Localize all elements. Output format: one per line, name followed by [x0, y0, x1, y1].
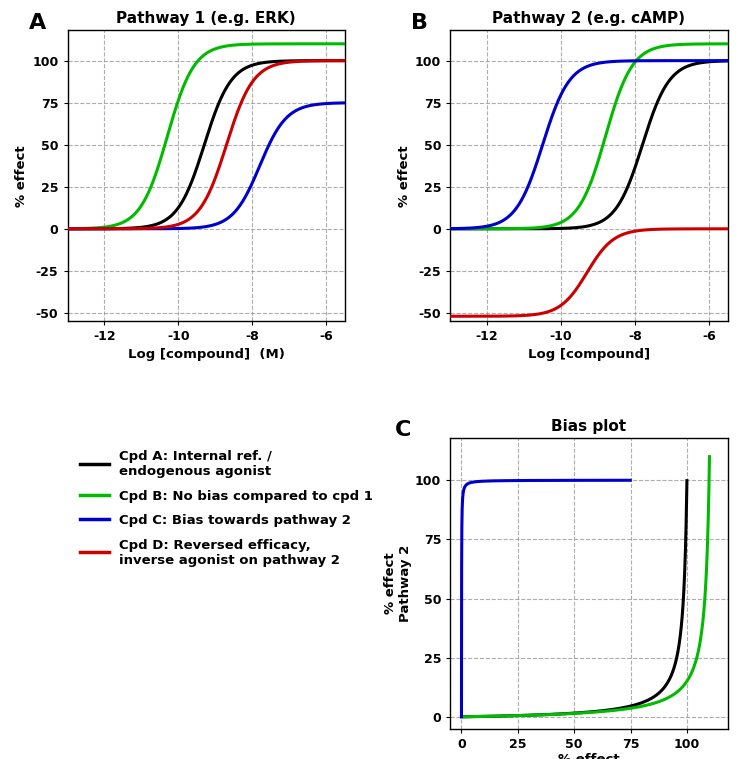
Text: B: B	[411, 13, 428, 33]
Title: Bias plot: Bias plot	[551, 419, 626, 433]
Text: C: C	[394, 420, 411, 440]
Y-axis label: % effect: % effect	[398, 145, 411, 206]
Y-axis label: % effect
Pathway 2: % effect Pathway 2	[384, 544, 412, 622]
Y-axis label: % effect: % effect	[15, 145, 28, 206]
X-axis label: % effect
Pathway 1: % effect Pathway 1	[550, 754, 628, 759]
Text: A: A	[28, 13, 46, 33]
Title: Pathway 2 (e.g. cAMP): Pathway 2 (e.g. cAMP)	[492, 11, 686, 27]
X-axis label: Log [compound]: Log [compound]	[528, 348, 650, 361]
Title: Pathway 1 (e.g. ERK): Pathway 1 (e.g. ERK)	[116, 11, 296, 27]
Legend: Cpd A: Internal ref. /
endogenous agonist, Cpd B: No bias compared to cpd 1, Cpd: Cpd A: Internal ref. / endogenous agonis…	[80, 450, 373, 567]
X-axis label: Log [compound]  (M): Log [compound] (M)	[128, 348, 284, 361]
